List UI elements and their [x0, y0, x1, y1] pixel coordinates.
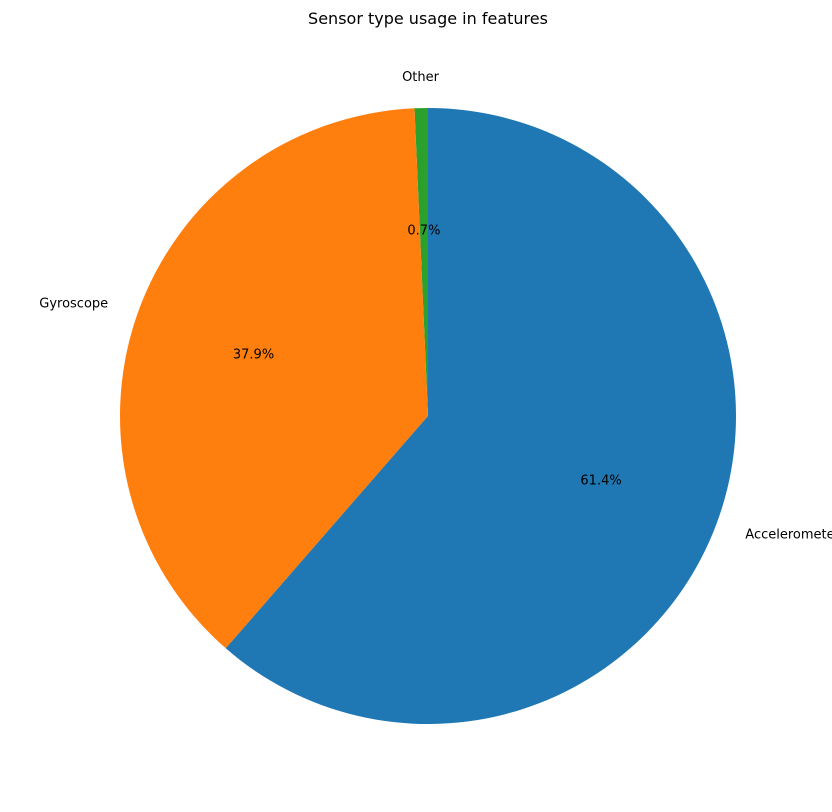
slice-percent-other: 0.7% — [407, 224, 440, 239]
slice-label-accelerometer: Accelerometer — [745, 527, 832, 542]
slice-label-other: Other — [402, 70, 440, 85]
pie-slices — [119, 108, 736, 725]
slice-percent-accelerometer: 61.4% — [580, 473, 621, 488]
pie-slice-other — [414, 108, 428, 416]
slice-label-gyroscope: Gyroscope — [39, 297, 108, 312]
pie-slice-gyroscope — [119, 108, 429, 649]
pie-slice-accelerometer — [225, 108, 736, 725]
pie-labels: Other 0.7% Gyroscope 37.9% Accelerometer 61.4… — [39, 70, 832, 542]
chart-title: Sensor type usage in features — [308, 9, 548, 28]
slice-percent-gyroscope: 37.9% — [233, 348, 274, 363]
